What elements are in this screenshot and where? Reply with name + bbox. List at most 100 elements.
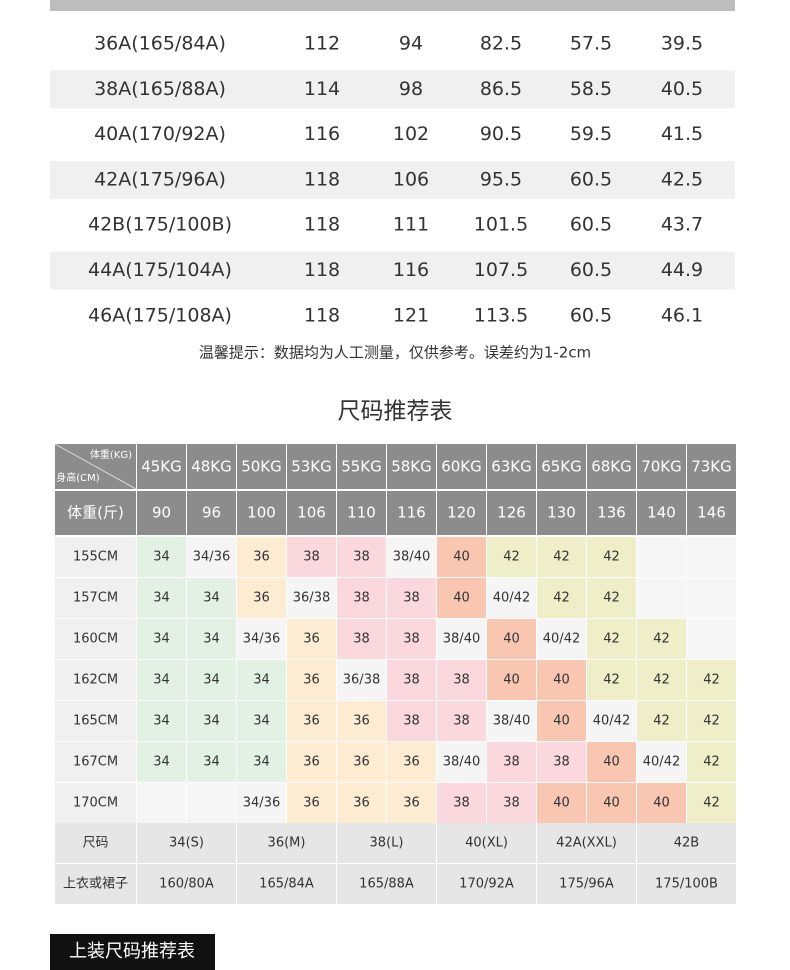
size-value: 42 <box>553 591 570 606</box>
cell: 60.5 <box>570 259 612 281</box>
size-cell <box>687 701 736 741</box>
size-cell <box>487 742 536 782</box>
size-value: 38 <box>453 714 470 729</box>
weight-jin: 126 <box>497 504 526 522</box>
size-cell <box>587 783 636 823</box>
size-value: 42 <box>503 550 520 565</box>
size-value: 38 <box>453 796 470 811</box>
garment-size: 165/88A <box>359 877 414 892</box>
size-value: 36 <box>353 714 370 729</box>
header-cell <box>337 444 386 489</box>
height-label: 155CM <box>73 550 118 565</box>
header-cell <box>337 491 386 535</box>
footer-cell <box>637 823 736 863</box>
table-title: 尺码推荐表 <box>338 399 453 425</box>
size-cell <box>237 619 286 659</box>
row-label-cell <box>55 578 136 618</box>
height-label: 162CM <box>73 673 118 688</box>
cell: 118 <box>304 168 340 190</box>
cell: 106 <box>393 168 429 190</box>
size-value: 40 <box>653 796 670 811</box>
size-value: 38/40 <box>493 714 530 729</box>
diagonal <box>54 443 137 490</box>
size-value: 40 <box>603 796 620 811</box>
weight-kg: 55KG <box>341 458 382 476</box>
weight-kg: 53KG <box>291 458 332 476</box>
size-cell <box>687 537 736 577</box>
cell: 101.5 <box>474 214 528 236</box>
cell: 102 <box>393 123 429 145</box>
size-value: 34 <box>203 673 220 688</box>
size-value: 40/42 <box>543 632 580 647</box>
row-shade <box>50 251 735 290</box>
size-value: 42 <box>603 591 620 606</box>
cell: 112 <box>304 33 340 55</box>
size-value: 38 <box>303 550 320 565</box>
size-value: 36 <box>303 632 320 647</box>
size-cell <box>637 660 686 700</box>
header-cell <box>537 491 586 535</box>
size-value: 34 <box>153 673 170 688</box>
cell: 82.5 <box>480 33 522 55</box>
row-label-cell <box>55 742 136 782</box>
header-cell <box>187 444 236 489</box>
size-value: 38 <box>403 591 420 606</box>
size-value: 42 <box>653 673 670 688</box>
height-label: 160CM <box>73 632 118 647</box>
size-value: 36 <box>353 796 370 811</box>
size-cell <box>487 537 536 577</box>
size-value: 40 <box>553 714 570 729</box>
size-value: 40 <box>453 550 470 565</box>
size-cell <box>387 742 436 782</box>
size-cell <box>537 660 586 700</box>
header-cell <box>55 491 136 535</box>
footer-cell <box>55 823 136 863</box>
cell: 107.5 <box>474 259 528 281</box>
weight-kg: 73KG <box>691 458 732 476</box>
size-cell <box>587 701 636 741</box>
header-cell <box>637 444 686 489</box>
cell: 40.5 <box>661 78 703 100</box>
cell: 113.5 <box>474 304 528 326</box>
size-cell <box>337 783 386 823</box>
cell: 111 <box>393 214 429 236</box>
size-cell <box>537 701 586 741</box>
size-cell <box>487 783 536 823</box>
size-cell <box>287 701 336 741</box>
size-name: 42B <box>674 836 699 851</box>
size-value: 34/36 <box>193 550 230 565</box>
header-cell <box>437 444 486 489</box>
weight-kg: 68KG <box>591 458 632 476</box>
cell: 94 <box>399 33 423 55</box>
size-cell <box>237 701 286 741</box>
size-value: 34 <box>153 755 170 770</box>
cell: 43.7 <box>661 214 703 236</box>
size-cell <box>337 578 386 618</box>
size-cell <box>687 783 736 823</box>
height-label: 157CM <box>73 591 118 606</box>
footer-cell <box>237 823 336 863</box>
size-cell <box>637 701 686 741</box>
footer-cell <box>537 864 636 904</box>
cell: 58.5 <box>570 78 612 100</box>
size-cell <box>337 742 386 782</box>
size-cell <box>587 578 636 618</box>
size-value: 38/40 <box>443 632 480 647</box>
size-name-label: 尺码 <box>82 836 108 851</box>
header-cell <box>687 491 736 535</box>
size-cell <box>387 537 436 577</box>
header-cell <box>587 444 636 489</box>
size-cell <box>637 578 686 618</box>
size-value: 40 <box>553 673 570 688</box>
size-value: 34 <box>203 714 220 729</box>
footer-cell <box>537 823 636 863</box>
size-cell <box>537 783 586 823</box>
section-title-box <box>50 934 215 970</box>
weight-jin: 146 <box>697 504 726 522</box>
weight-jin: 96 <box>202 504 221 522</box>
cell: 42.5 <box>661 168 703 190</box>
cell: 46.1 <box>661 304 703 326</box>
row-label-cell <box>55 619 136 659</box>
weight-kg: 58KG <box>391 458 432 476</box>
size-cell <box>437 660 486 700</box>
